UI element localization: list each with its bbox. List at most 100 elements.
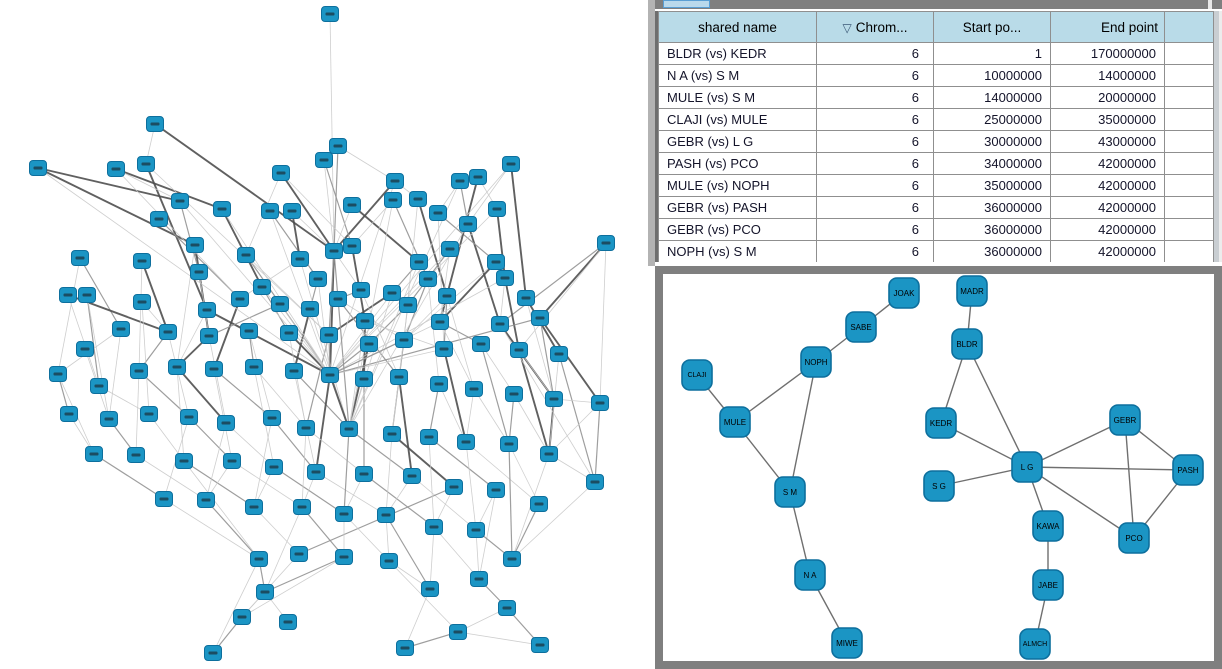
network-node[interactable] xyxy=(315,152,333,168)
subnetwork-svg[interactable]: JOAK MADR SABE NOPH BLDR CLAJI MULE KEDR GEBR L G… xyxy=(663,274,1214,661)
network-node[interactable] xyxy=(85,446,103,462)
network-node[interactable] xyxy=(155,491,173,507)
network-node[interactable] xyxy=(465,381,483,397)
node-shape[interactable] xyxy=(845,311,877,343)
network-node[interactable] xyxy=(386,173,404,189)
network-node[interactable] xyxy=(487,482,505,498)
node-shape[interactable] xyxy=(831,627,863,659)
table-row[interactable]: CLAJI (vs) MULE625000000350000005.9 xyxy=(658,108,1222,131)
table-row[interactable]: GEBR (vs) PASH636000000420000008.9 xyxy=(658,196,1222,219)
network-node[interactable] xyxy=(340,421,358,437)
network-node[interactable] xyxy=(355,466,373,482)
network-node[interactable] xyxy=(377,507,395,523)
subnetwork-canvas[interactable]: JOAK MADR SABE NOPH BLDR CLAJI MULE KEDR GEBR L G… xyxy=(663,274,1214,661)
network-node[interactable] xyxy=(223,453,241,469)
node-shape[interactable] xyxy=(1019,628,1051,660)
network-node[interactable] xyxy=(175,453,193,469)
table-row[interactable]: NOPH (vs) S M636000000420000009.9 xyxy=(658,240,1222,263)
network-node[interactable] xyxy=(329,138,347,154)
network-node[interactable] xyxy=(261,203,279,219)
filter-icon[interactable]: ▽ xyxy=(842,20,852,35)
network-node[interactable] xyxy=(395,332,413,348)
network-node[interactable] xyxy=(29,160,47,176)
network-node[interactable] xyxy=(384,192,402,208)
network-node[interactable] xyxy=(76,341,94,357)
subnetwork-node-noph[interactable]: NOPH xyxy=(800,346,832,378)
network-node[interactable] xyxy=(449,624,467,640)
network-node[interactable] xyxy=(140,406,158,422)
network-node[interactable] xyxy=(383,285,401,301)
network-node[interactable] xyxy=(510,342,528,358)
subnetwork-node-madr[interactable]: MADR xyxy=(956,275,988,307)
subnetwork-node-bldr[interactable]: BLDR xyxy=(951,328,983,360)
subnetwork-node-gebr[interactable]: GEBR xyxy=(1109,404,1141,436)
column-header-chrom[interactable]: ▽ Chrom... xyxy=(816,11,934,43)
network-node[interactable] xyxy=(335,549,353,565)
network-node[interactable] xyxy=(550,346,568,362)
node-shape[interactable] xyxy=(956,275,988,307)
network-node[interactable] xyxy=(90,378,108,394)
network-node[interactable] xyxy=(597,235,615,251)
network-node[interactable] xyxy=(505,386,523,402)
network-node[interactable] xyxy=(421,581,439,597)
network-node[interactable] xyxy=(265,459,283,475)
column-header-startpo[interactable]: Start po... xyxy=(933,11,1051,43)
network-node[interactable] xyxy=(301,301,319,317)
network-node[interactable] xyxy=(540,446,558,462)
network-node[interactable] xyxy=(451,173,469,189)
node-shape[interactable] xyxy=(774,476,806,508)
subnetwork-node-sabe[interactable]: SABE xyxy=(845,311,877,343)
node-shape[interactable] xyxy=(1109,404,1141,436)
network-node[interactable] xyxy=(431,314,449,330)
network-node[interactable] xyxy=(503,551,521,567)
node-shape[interactable] xyxy=(800,346,832,378)
network-node[interactable] xyxy=(343,197,361,213)
network-node[interactable] xyxy=(297,420,315,436)
network-node[interactable] xyxy=(190,264,208,280)
network-node[interactable] xyxy=(586,474,604,490)
network-node[interactable] xyxy=(502,156,520,172)
network-node[interactable] xyxy=(186,237,204,253)
network-node[interactable] xyxy=(245,499,263,515)
network-node[interactable] xyxy=(467,522,485,538)
network-node[interactable] xyxy=(470,571,488,587)
network-node[interactable] xyxy=(283,203,301,219)
network-node[interactable] xyxy=(325,243,343,259)
node-shape[interactable] xyxy=(1032,569,1064,601)
subnetwork-node-almch[interactable]: ALMCH xyxy=(1019,628,1051,660)
network-node[interactable] xyxy=(285,363,303,379)
network-node[interactable] xyxy=(591,395,609,411)
network-node[interactable] xyxy=(250,551,268,567)
network-node[interactable] xyxy=(233,609,251,625)
network-node[interactable] xyxy=(530,496,548,512)
network-node[interactable] xyxy=(272,165,290,181)
network-node[interactable] xyxy=(360,336,378,352)
network-node[interactable] xyxy=(343,238,361,254)
network-node[interactable] xyxy=(100,411,118,427)
network-node[interactable] xyxy=(293,499,311,515)
table-row[interactable]: PASH (vs) PCO6340000004200000011.4 xyxy=(658,152,1222,175)
subnetwork-node-na[interactable]: N A xyxy=(794,559,826,591)
network-node[interactable] xyxy=(531,637,549,653)
subnetwork-node-lg[interactable]: L G xyxy=(1011,451,1043,483)
network-node[interactable] xyxy=(49,366,67,382)
network-node[interactable] xyxy=(487,254,505,270)
network-node[interactable] xyxy=(291,251,309,267)
network-node[interactable] xyxy=(545,391,563,407)
network-node[interactable] xyxy=(280,325,298,341)
network-node[interactable] xyxy=(420,429,438,445)
network-node[interactable] xyxy=(410,254,428,270)
network-node[interactable] xyxy=(290,546,308,562)
network-node[interactable] xyxy=(213,201,231,217)
subnetwork-node-pco[interactable]: PCO xyxy=(1118,522,1150,554)
network-node[interactable] xyxy=(307,464,325,480)
network-node[interactable] xyxy=(271,296,289,312)
column-header-genetic[interactable]: Genetic... xyxy=(1164,11,1222,43)
subnetwork-node-jabe[interactable]: JABE xyxy=(1032,569,1064,601)
network-node[interactable] xyxy=(472,336,490,352)
network-node[interactable] xyxy=(217,415,235,431)
network-node[interactable] xyxy=(237,247,255,263)
network-node[interactable] xyxy=(205,361,223,377)
network-node[interactable] xyxy=(430,376,448,392)
column-header-endpoint[interactable]: End point xyxy=(1050,11,1165,43)
